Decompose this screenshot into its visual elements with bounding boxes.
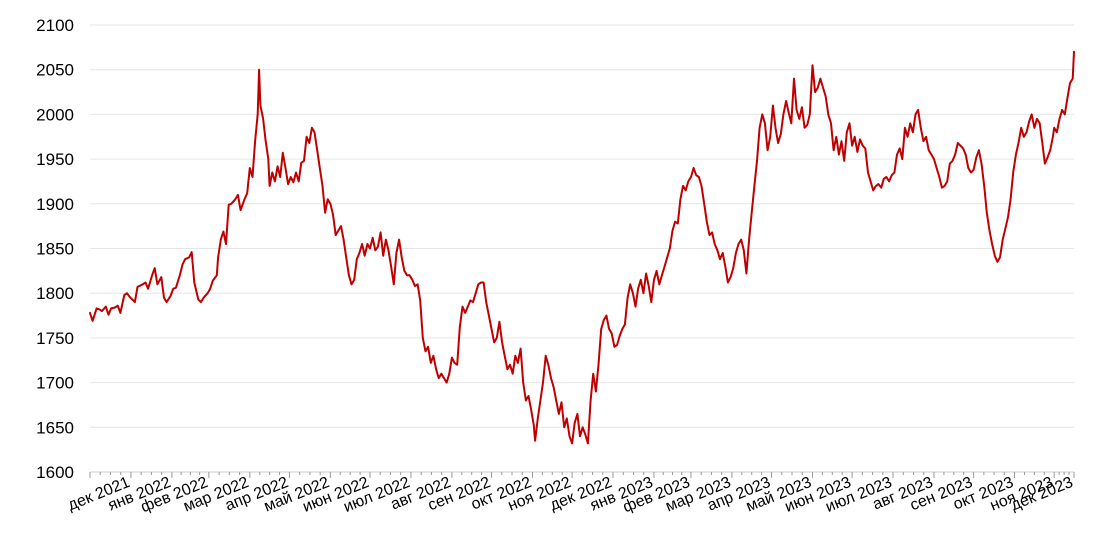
y-tick-label: 1650 (36, 418, 74, 437)
y-tick-label: 2100 (36, 16, 74, 35)
y-tick-label: 2000 (36, 105, 74, 124)
y-tick-label: 1700 (36, 374, 74, 393)
gridlines (90, 24, 1074, 428)
y-axis: 1600 1650 1700 1750 1800 1850 1900 1950 2000 2050… (36, 16, 74, 482)
series-line (89, 50, 1075, 445)
y-tick-label: 2050 (36, 61, 74, 80)
y-tick-label: 1950 (36, 150, 74, 169)
y-tick-label: 1750 (36, 329, 74, 348)
y-tick-label: 1850 (36, 240, 74, 259)
y-tick-label: 1900 (36, 195, 74, 214)
y-tick-label: 1800 (36, 284, 74, 303)
y-tick-label: 1600 (36, 463, 74, 482)
plot-area (89, 50, 1075, 445)
